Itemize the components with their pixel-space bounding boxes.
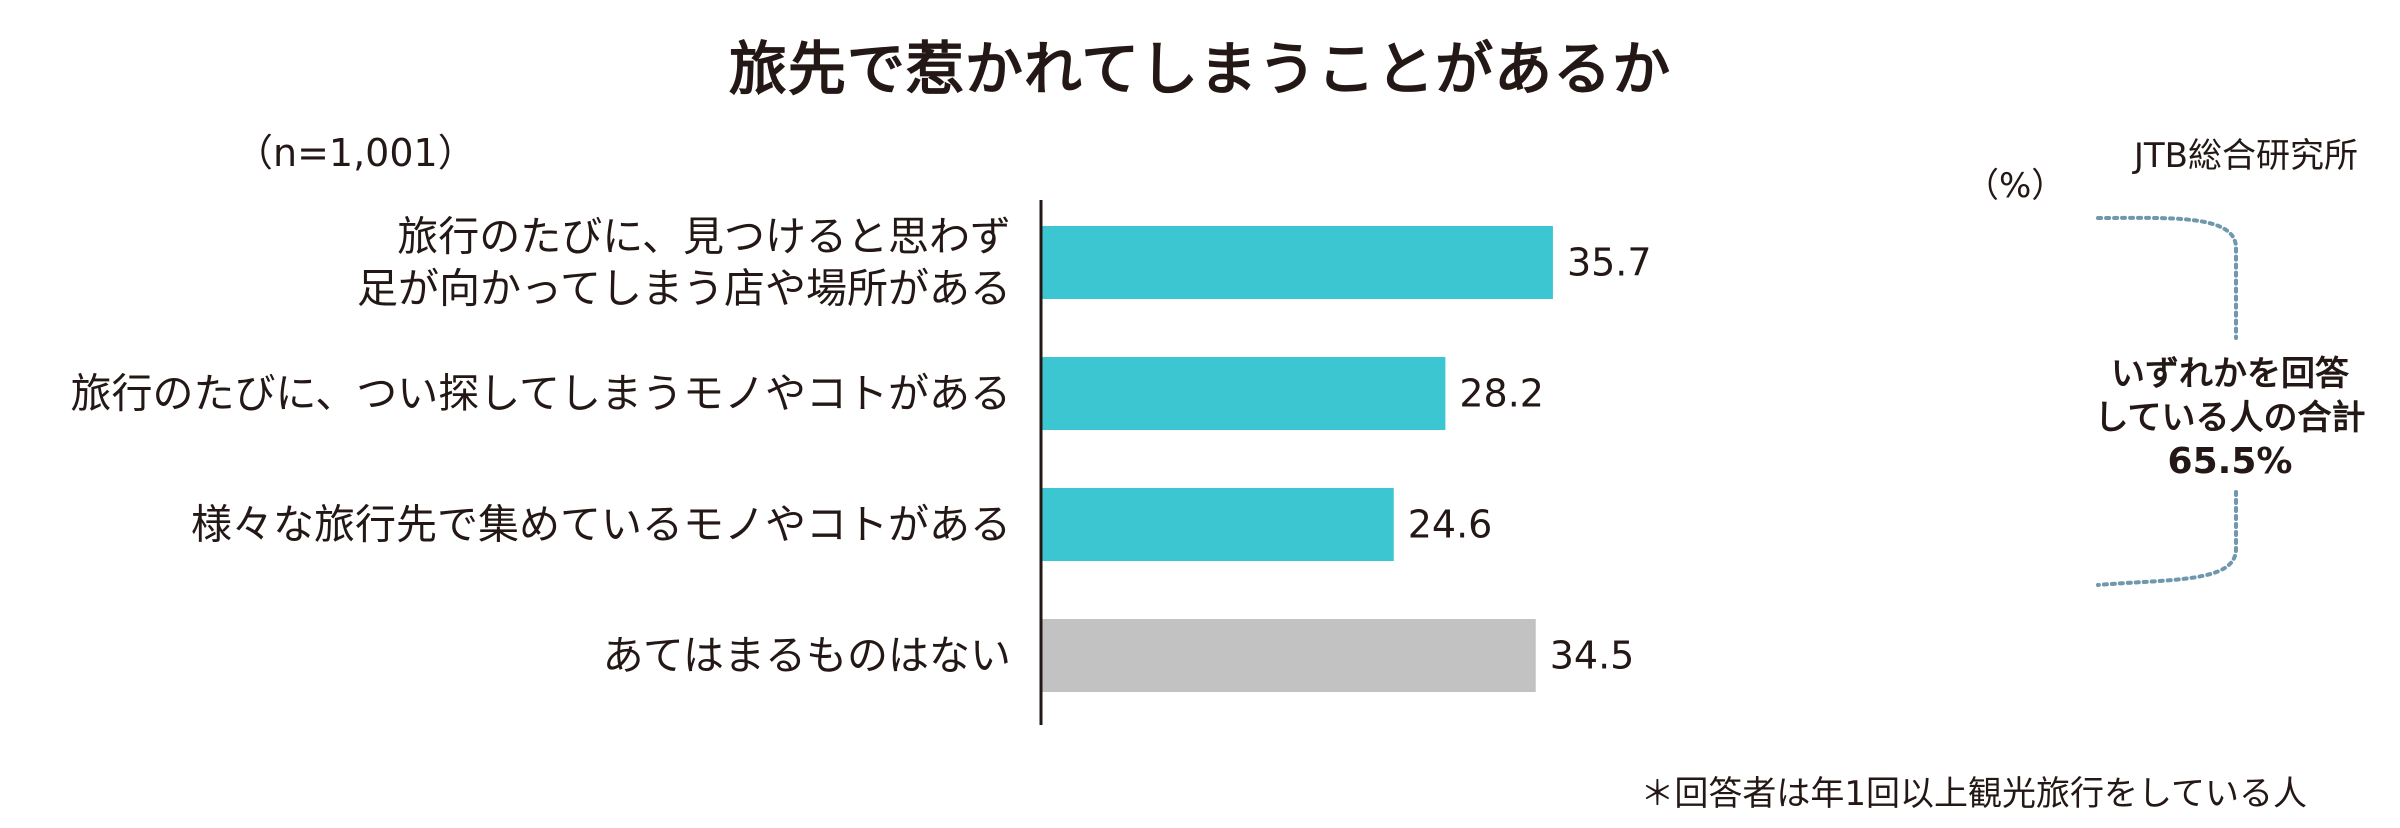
category-label-2-1: 旅行のたびに、つい探してしまうモノやコトがある: [70, 370, 1011, 418]
category-label-3-1: 様々な旅行先で集めているモノやコトがある: [191, 501, 1011, 549]
source-credit: JTB総合研究所: [2133, 136, 2358, 176]
callout-line-2: している人の合計: [2094, 398, 2366, 438]
value-label-4: 34.5: [1550, 634, 1635, 678]
total-callout: いずれかを回答 している人の合計 65.5%: [2080, 352, 2380, 484]
bar-2: [1041, 357, 1446, 430]
bar-4: [1041, 619, 1536, 692]
callout-total: 65.5%: [2167, 441, 2293, 482]
unit-label: （%）: [1965, 166, 2066, 206]
value-label-1: 35.7: [1567, 241, 1652, 285]
sample-size: （n=1,001）: [235, 131, 476, 175]
total-bracket: [2096, 215, 2238, 587]
value-label-2: 28.2: [1459, 372, 1544, 416]
chart-title: 旅先で惹かれてしまうことがあるか: [728, 35, 1672, 103]
bar-3: [1041, 488, 1394, 561]
callout-line-1: いずれかを回答: [2111, 354, 2349, 394]
value-label-3: 24.6: [1408, 503, 1493, 547]
bar-1: [1041, 226, 1553, 299]
category-label-1-2: 足が向かってしまう店や場所がある: [357, 265, 1011, 313]
category-label-4-1: あてはまるものはない: [603, 632, 1011, 680]
footnote: ＊回答者は年1回以上観光旅行をしている人: [1640, 774, 2307, 814]
category-label-1-1: 旅行のたびに、見つけると思わず: [397, 213, 1011, 261]
